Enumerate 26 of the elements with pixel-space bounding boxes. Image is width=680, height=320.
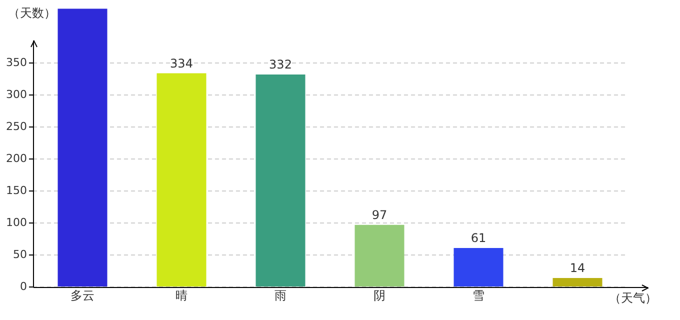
y-tick-label: 100: [6, 216, 27, 229]
bar: [354, 224, 404, 286]
y-tick-label: 250: [6, 120, 27, 133]
data-label: 332: [269, 58, 292, 72]
x-axis-title: （天气）: [609, 291, 657, 306]
y-tick-label: 300: [6, 88, 27, 101]
data-label: 61: [470, 231, 486, 246]
x-tick-label: 晴: [176, 288, 188, 302]
x-tick-label: 阴: [374, 288, 386, 302]
x-tick-label: 雨: [274, 288, 286, 302]
bar: [58, 8, 108, 286]
y-tick-label: 200: [6, 152, 27, 165]
y-tick-label: 350: [6, 56, 27, 69]
data-label: 97: [372, 208, 388, 222]
data-label: 334: [170, 56, 193, 70]
bar: [454, 248, 504, 286]
bar: [156, 73, 206, 286]
y-tick-label: 50: [13, 248, 27, 261]
bar: [256, 74, 306, 286]
x-tick-label: 雪: [472, 288, 484, 302]
y-tick-label: 150: [6, 184, 27, 197]
bar: [552, 278, 602, 286]
y-tick-label: 0: [20, 280, 27, 293]
x-tick-label: 多云: [70, 288, 94, 302]
data-label: 14: [570, 261, 586, 276]
y-axis-title: （天数）: [8, 6, 56, 20]
